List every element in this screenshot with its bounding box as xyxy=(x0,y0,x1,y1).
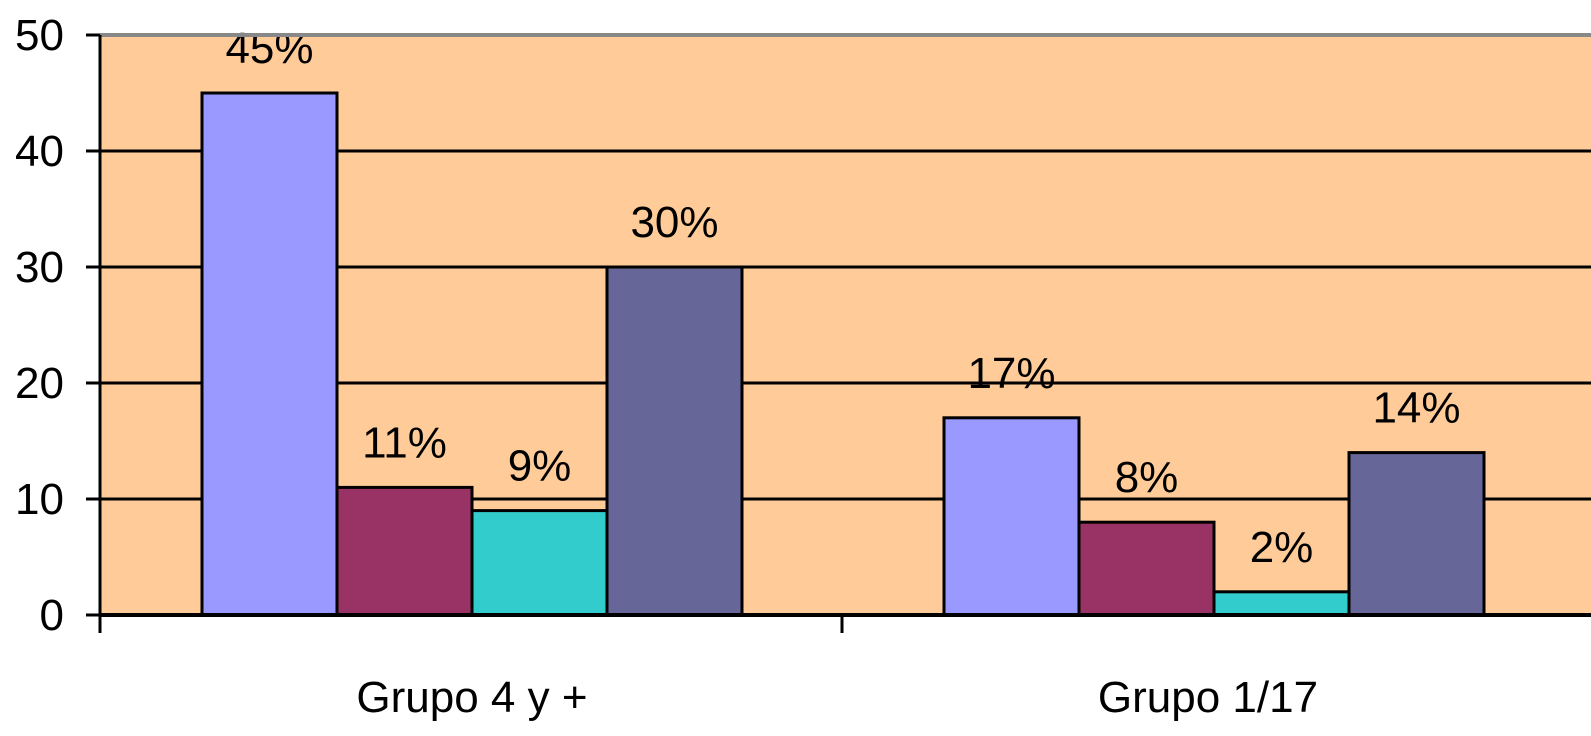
bar xyxy=(200,91,339,617)
data-label: 11% xyxy=(362,418,447,467)
bar xyxy=(942,416,1081,617)
y-tick-label: 30 xyxy=(15,243,64,292)
category-labels: Grupo 4 y + Grupo 1/17 xyxy=(356,673,1318,722)
data-label: 17% xyxy=(967,349,1055,398)
bar xyxy=(605,265,744,617)
data-label: 8% xyxy=(1115,453,1179,502)
data-label: 2% xyxy=(1250,523,1314,572)
bar xyxy=(1077,520,1216,617)
y-tick-label: 20 xyxy=(15,359,64,408)
y-tick-label: 40 xyxy=(15,127,64,176)
bar xyxy=(1212,590,1351,617)
data-label: 14% xyxy=(1372,384,1460,433)
data-label: 30% xyxy=(630,198,718,247)
y-tick-label: 10 xyxy=(15,475,64,524)
x-category-label: Grupo 4 y + xyxy=(356,673,587,722)
bar xyxy=(470,509,609,617)
x-category-label: Grupo 1/17 xyxy=(1098,673,1318,722)
y-tick-labels: 0 10 20 30 40 50 xyxy=(15,11,64,640)
axes xyxy=(86,33,1591,633)
bars xyxy=(200,91,1486,617)
data-labels: 45% 11% 9% 30% 17% 8% 2% 14% xyxy=(225,24,1460,572)
y-tick-label: 0 xyxy=(40,591,64,640)
data-label: 9% xyxy=(508,442,572,491)
data-label: 45% xyxy=(225,24,313,73)
bar xyxy=(335,485,474,617)
bar xyxy=(1347,451,1486,617)
y-tick-label: 50 xyxy=(15,11,64,60)
